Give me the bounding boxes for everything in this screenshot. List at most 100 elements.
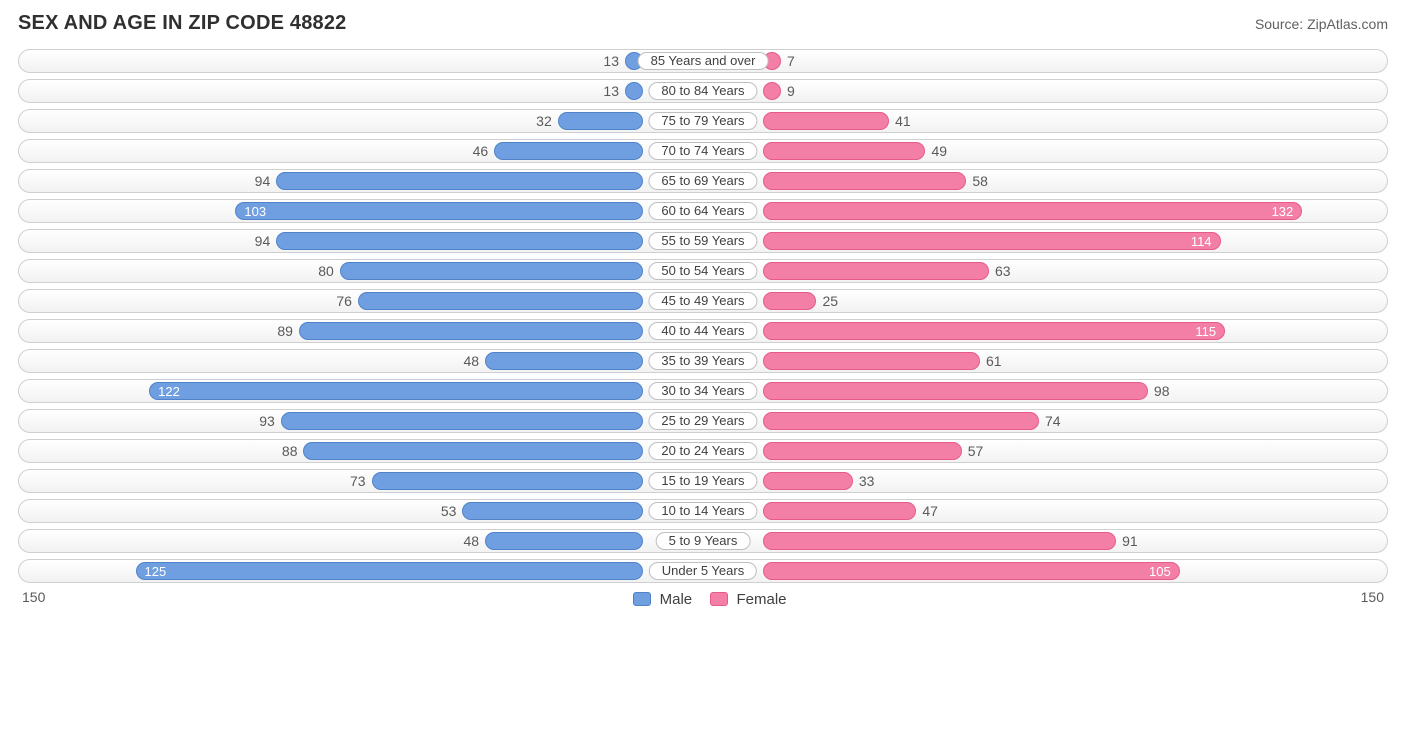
male-bar: 125 xyxy=(136,562,644,580)
male-bar: 122 xyxy=(149,382,643,400)
age-label: 45 to 49 Years xyxy=(648,292,757,310)
female-value: 115 xyxy=(1195,324,1216,339)
age-row: 945865 to 69 Years xyxy=(18,169,1388,193)
axis-left-max: 150 xyxy=(22,589,45,608)
male-bar xyxy=(372,472,643,490)
male-value: 88 xyxy=(276,443,304,459)
male-value: 125 xyxy=(145,564,167,579)
age-row: 937425 to 29 Years xyxy=(18,409,1388,433)
male-value: 32 xyxy=(530,113,558,129)
female-value: 105 xyxy=(1149,564,1171,579)
chart-source: Source: ZipAtlas.com xyxy=(1255,16,1388,32)
age-row: 13 7 85 Years and over xyxy=(18,49,1388,73)
female-value: 91 xyxy=(1116,533,1144,549)
male-bar xyxy=(281,412,643,430)
female-bar xyxy=(763,262,989,280)
female-value: 47 xyxy=(916,503,944,519)
age-row: 46 49 70 to 74 Years xyxy=(18,139,1388,163)
age-row: 94 114 55 to 59 Years xyxy=(18,229,1388,253)
male-value: 76 xyxy=(330,293,358,309)
female-bar xyxy=(763,442,962,460)
female-value: 57 xyxy=(962,443,990,459)
female-bar xyxy=(763,142,925,160)
age-label: 30 to 34 Years xyxy=(648,382,757,400)
age-label: Under 5 Years xyxy=(649,562,757,580)
age-label: 70 to 74 Years xyxy=(648,142,757,160)
male-bar xyxy=(276,232,643,250)
age-row: 88 57 20 to 24 Years xyxy=(18,439,1388,463)
female-bar xyxy=(763,412,1039,430)
legend-swatch-male xyxy=(633,592,651,606)
female-bar xyxy=(763,352,980,370)
female-value: 49 xyxy=(925,143,953,159)
male-value: 93 xyxy=(253,413,281,429)
age-label: 85 Years and over xyxy=(638,52,769,70)
age-row: 76 25 45 to 49 Years xyxy=(18,289,1388,313)
legend-label-female: Female xyxy=(737,591,787,608)
age-label: 55 to 59 Years xyxy=(648,232,757,250)
female-bar xyxy=(763,112,889,130)
age-label: 10 to 14 Years xyxy=(648,502,757,520)
female-value: 58 xyxy=(966,173,994,189)
age-row: 53 47 10 to 14 Years xyxy=(18,499,1388,523)
male-value: 103 xyxy=(244,204,266,219)
female-value: 114 xyxy=(1191,234,1212,249)
female-value: 7 xyxy=(781,53,801,69)
male-bar xyxy=(303,442,643,460)
axis-right-max: 150 xyxy=(1361,589,1384,608)
male-value: 80 xyxy=(312,263,340,279)
age-label: 50 to 54 Years xyxy=(648,262,757,280)
age-label: 75 to 79 Years xyxy=(648,112,757,130)
female-value: 41 xyxy=(889,113,917,129)
population-pyramid-chart: 13 7 85 Years and over 13980 to 84 Years 32 4… xyxy=(18,49,1388,583)
male-bar xyxy=(299,322,643,340)
male-value: 73 xyxy=(344,473,372,489)
age-row: 8911540 to 44 Years xyxy=(18,319,1388,343)
male-value: 53 xyxy=(435,503,463,519)
male-value: 122 xyxy=(158,384,180,399)
male-bar: 103 xyxy=(235,202,643,220)
male-bar xyxy=(485,532,643,550)
legend: Male Female xyxy=(619,591,786,608)
age-row: 1229830 to 34 Years xyxy=(18,379,1388,403)
female-value: 132 xyxy=(1272,204,1294,219)
age-row: 32 41 75 to 79 Years xyxy=(18,109,1388,133)
chart-title: SEX AND AGE IN ZIP CODE 48822 xyxy=(18,12,347,35)
male-value: 13 xyxy=(597,53,625,69)
female-value: 25 xyxy=(816,293,844,309)
female-value: 74 xyxy=(1039,413,1067,429)
age-row: 103 132 60 to 64 Years xyxy=(18,199,1388,223)
x-axis: 150 Male Female 150 xyxy=(18,589,1388,608)
female-bar: 115 xyxy=(763,322,1225,340)
legend-label-male: Male xyxy=(660,591,693,608)
female-bar: 114 xyxy=(763,232,1221,250)
female-value: 61 xyxy=(980,353,1008,369)
female-bar xyxy=(763,82,781,100)
male-value: 48 xyxy=(458,533,486,549)
age-label: 60 to 64 Years xyxy=(648,202,757,220)
female-bar: 105 xyxy=(763,562,1180,580)
male-bar xyxy=(276,172,643,190)
female-bar xyxy=(763,472,853,490)
age-row: 486135 to 39 Years xyxy=(18,349,1388,373)
male-value: 13 xyxy=(597,83,625,99)
age-row: 13980 to 84 Years xyxy=(18,79,1388,103)
age-row: 733315 to 19 Years xyxy=(18,469,1388,493)
male-bar xyxy=(485,352,643,370)
male-bar xyxy=(558,112,643,130)
male-bar xyxy=(358,292,643,310)
age-label: 35 to 39 Years xyxy=(648,352,757,370)
male-value: 46 xyxy=(467,143,495,159)
male-bar xyxy=(462,502,643,520)
age-row: 125 105 Under 5 Years xyxy=(18,559,1388,583)
male-bar xyxy=(494,142,643,160)
female-bar: 132 xyxy=(763,202,1302,220)
female-bar xyxy=(763,292,816,310)
age-row: 806350 to 54 Years xyxy=(18,259,1388,283)
age-row: 48915 to 9 Years xyxy=(18,529,1388,553)
female-bar xyxy=(763,382,1148,400)
male-value: 89 xyxy=(271,323,299,339)
age-label: 20 to 24 Years xyxy=(648,442,757,460)
male-value: 94 xyxy=(249,233,277,249)
female-bar xyxy=(763,532,1116,550)
